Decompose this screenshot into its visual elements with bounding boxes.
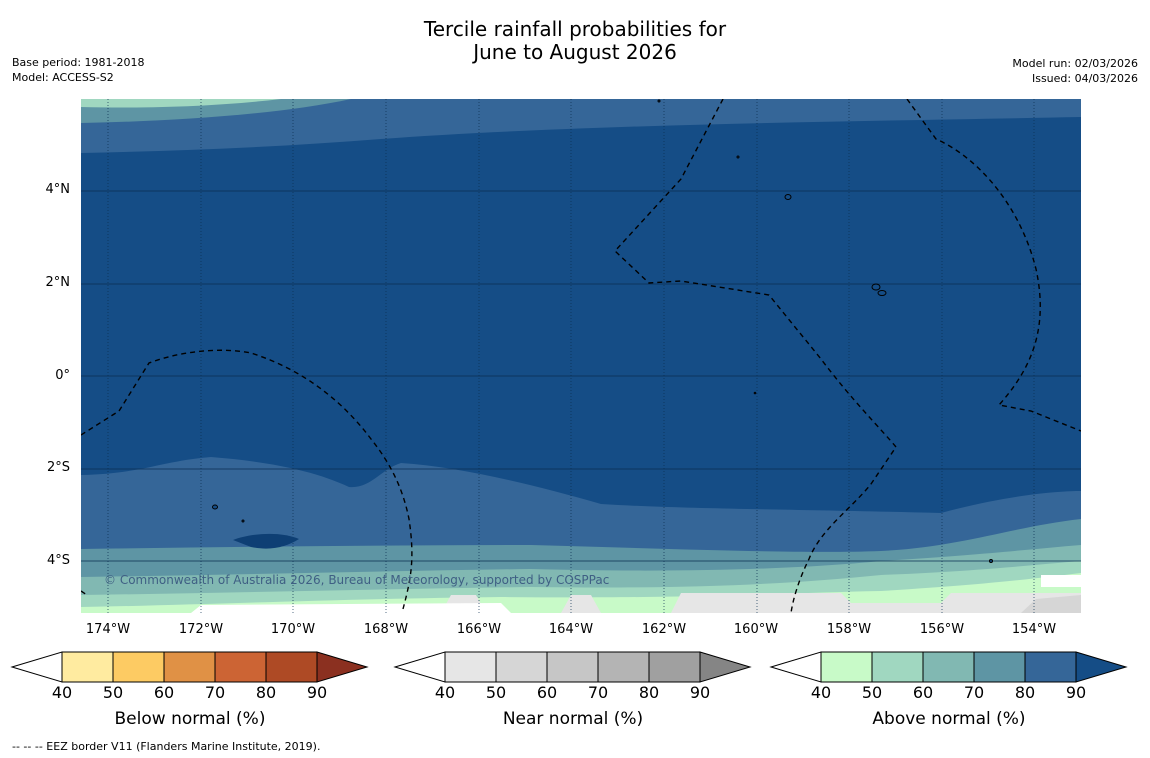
near-normal-patch bbox=[1021, 595, 1081, 613]
colorbar-above-normal bbox=[769, 651, 1128, 683]
colorbar-segment bbox=[163, 651, 216, 683]
lon-label: 164°W bbox=[548, 622, 594, 637]
model-name: Model: ACCESS-S2 bbox=[12, 71, 114, 84]
colorbar-tick: 70 bbox=[963, 683, 985, 702]
colorbar-tick: 80 bbox=[255, 683, 277, 702]
colorbar-tick: 90 bbox=[689, 683, 711, 702]
colorbar-tick: 90 bbox=[306, 683, 328, 702]
lon-label: 160°W bbox=[733, 622, 779, 637]
island bbox=[989, 559, 993, 563]
colorbar-tick: 50 bbox=[861, 683, 883, 702]
title-line-2: June to August 2026 bbox=[473, 40, 677, 64]
eez-border-central bbox=[614, 99, 897, 613]
meta-right: Model run: 02/03/2026 Issued: 04/03/2026 bbox=[1012, 56, 1138, 86]
colorbar-tick: 70 bbox=[204, 683, 226, 702]
islands bbox=[212, 99, 993, 563]
colorbar-segment bbox=[973, 651, 1026, 683]
colorbar-segment bbox=[871, 651, 924, 683]
colorbar-low-extend bbox=[769, 651, 822, 683]
lon-label: 174°W bbox=[85, 622, 131, 637]
copyright-text: © Commonwealth of Australia 2026, Bureau… bbox=[104, 573, 609, 587]
colorbar-title-near-normal: Near normal (%) bbox=[502, 709, 644, 729]
island bbox=[877, 290, 887, 296]
colorbar-segment bbox=[648, 651, 701, 683]
colorbar-low-extend bbox=[393, 651, 446, 683]
colorbar-segment bbox=[214, 651, 267, 683]
lon-label: 170°W bbox=[270, 622, 316, 637]
island bbox=[736, 155, 740, 159]
eez-footnote: -- -- -- EEZ border V11 (Flanders Marine… bbox=[12, 740, 321, 753]
lat-label-2n: 2°N bbox=[45, 275, 71, 290]
lon-label: 172°W bbox=[178, 622, 224, 637]
issued-date: Issued: 04/03/2026 bbox=[1031, 72, 1138, 85]
colorbar-tick: 60 bbox=[912, 683, 934, 702]
colorbar-segment bbox=[1024, 651, 1077, 683]
eez-border-southeast bbox=[81, 590, 88, 596]
eez-border-east bbox=[906, 99, 1081, 432]
band-top-70-80 bbox=[81, 99, 1081, 153]
colorbar-tick: 40 bbox=[434, 683, 456, 702]
colorbar-below-normal bbox=[10, 651, 369, 683]
graticule-lat bbox=[81, 190, 1081, 562]
lat-label-4s: 4°S bbox=[46, 553, 70, 568]
model-run: Model run: 02/03/2026 bbox=[1012, 57, 1138, 70]
blank-edge bbox=[191, 603, 511, 613]
near-normal-patch bbox=[561, 595, 601, 613]
blank-edge bbox=[1041, 575, 1081, 587]
colorbar-segment bbox=[597, 651, 650, 683]
colorbar-tick: 40 bbox=[810, 683, 832, 702]
island bbox=[753, 391, 757, 395]
lat-label-4n: 4°N bbox=[45, 182, 71, 197]
colorbar-high-extend bbox=[699, 651, 752, 683]
colorbar-segment bbox=[922, 651, 975, 683]
colorbar-low-extend bbox=[10, 651, 63, 683]
lon-label: 166°W bbox=[456, 622, 502, 637]
colorbar-tick: 50 bbox=[102, 683, 124, 702]
lon-label: 162°W bbox=[641, 622, 687, 637]
band-top-50-60 bbox=[81, 99, 281, 108]
colorbar-near-normal bbox=[393, 651, 752, 683]
island bbox=[871, 283, 881, 291]
colorbar-segment bbox=[546, 651, 599, 683]
colorbar-segment bbox=[61, 651, 114, 683]
colorbar-high-extend bbox=[316, 651, 369, 683]
colorbar-tick: 80 bbox=[638, 683, 660, 702]
colorbar-tick: 70 bbox=[587, 683, 609, 702]
meta-left: Base period: 1981-2018 Model: ACCESS-S2 bbox=[12, 55, 144, 85]
colorbar-tick: 90 bbox=[1065, 683, 1087, 702]
colorbar-segment bbox=[444, 651, 497, 683]
colorbar-tick: 50 bbox=[485, 683, 507, 702]
island bbox=[212, 504, 218, 510]
lon-label: 156°W bbox=[919, 622, 965, 637]
colorbar-title-above-normal: Above normal (%) bbox=[872, 709, 1026, 729]
lon-label: 154°W bbox=[1011, 622, 1057, 637]
colorbar-segment bbox=[495, 651, 548, 683]
map-title: Tercile rainfall probabilities for June … bbox=[0, 18, 1150, 64]
lon-label: 168°W bbox=[363, 622, 409, 637]
base-period: Base period: 1981-2018 bbox=[12, 56, 145, 69]
colorbar-segment bbox=[265, 651, 318, 683]
lat-label-2s: 2°S bbox=[46, 460, 70, 475]
island bbox=[657, 99, 661, 103]
eez-borders bbox=[81, 99, 1081, 613]
island bbox=[784, 194, 792, 200]
probability-map: © Commonwealth of Australia 2026, Bureau… bbox=[81, 99, 1081, 613]
colorbar-tick: 40 bbox=[51, 683, 73, 702]
colorbar-tick: 60 bbox=[153, 683, 175, 702]
title-line-1: Tercile rainfall probabilities for bbox=[423, 17, 727, 41]
island bbox=[241, 519, 245, 523]
lon-label: 158°W bbox=[826, 622, 872, 637]
colorbar-segment bbox=[820, 651, 873, 683]
colorbar-tick: 60 bbox=[536, 683, 558, 702]
colorbar-high-extend bbox=[1075, 651, 1128, 683]
colorbar-title-below-normal: Below normal (%) bbox=[114, 709, 266, 729]
near-normal-patch bbox=[671, 593, 1081, 613]
colorbar-tick: 80 bbox=[1014, 683, 1036, 702]
colorbar-segment bbox=[112, 651, 165, 683]
dark-patch bbox=[233, 533, 299, 549]
lat-label-equator: 0° bbox=[55, 368, 70, 383]
